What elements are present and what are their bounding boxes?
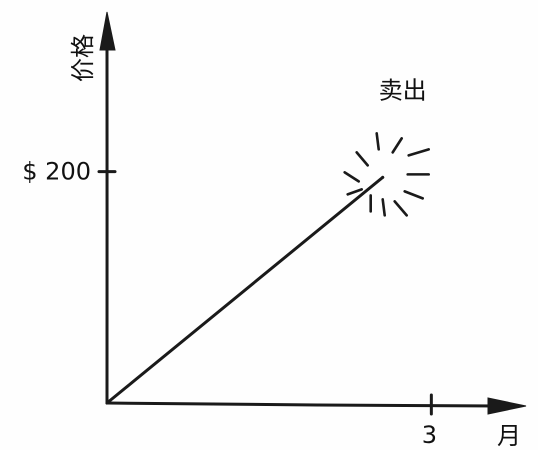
burst-ray	[343, 171, 360, 183]
x-axis-arrow	[487, 397, 527, 415]
burst-ray	[393, 200, 408, 217]
burst-ray	[346, 188, 363, 196]
data-point	[381, 175, 385, 179]
sell-annotation-label: 卖出	[379, 76, 427, 104]
y-axis-label: 价格	[69, 34, 97, 82]
y-axis-line	[105, 38, 109, 405]
x-axis-line	[105, 401, 502, 408]
burst-ray	[355, 151, 369, 167]
data-point	[105, 401, 109, 405]
burst-ray	[391, 137, 403, 154]
y-axis-arrow	[99, 11, 116, 51]
x-axis-label: 月	[497, 422, 521, 450]
y-tick-label: $ 200	[22, 158, 91, 186]
price-line	[105, 175, 385, 405]
ticks: $ 200 3	[22, 158, 437, 449]
axes	[99, 11, 527, 415]
x-tick-label: 3	[422, 421, 437, 449]
burst-ray	[381, 198, 386, 217]
annotations: 卖出	[343, 76, 430, 217]
burst-ray	[407, 148, 430, 157]
burst-ray	[403, 190, 424, 200]
burst-ray	[375, 132, 380, 151]
series	[105, 175, 385, 405]
